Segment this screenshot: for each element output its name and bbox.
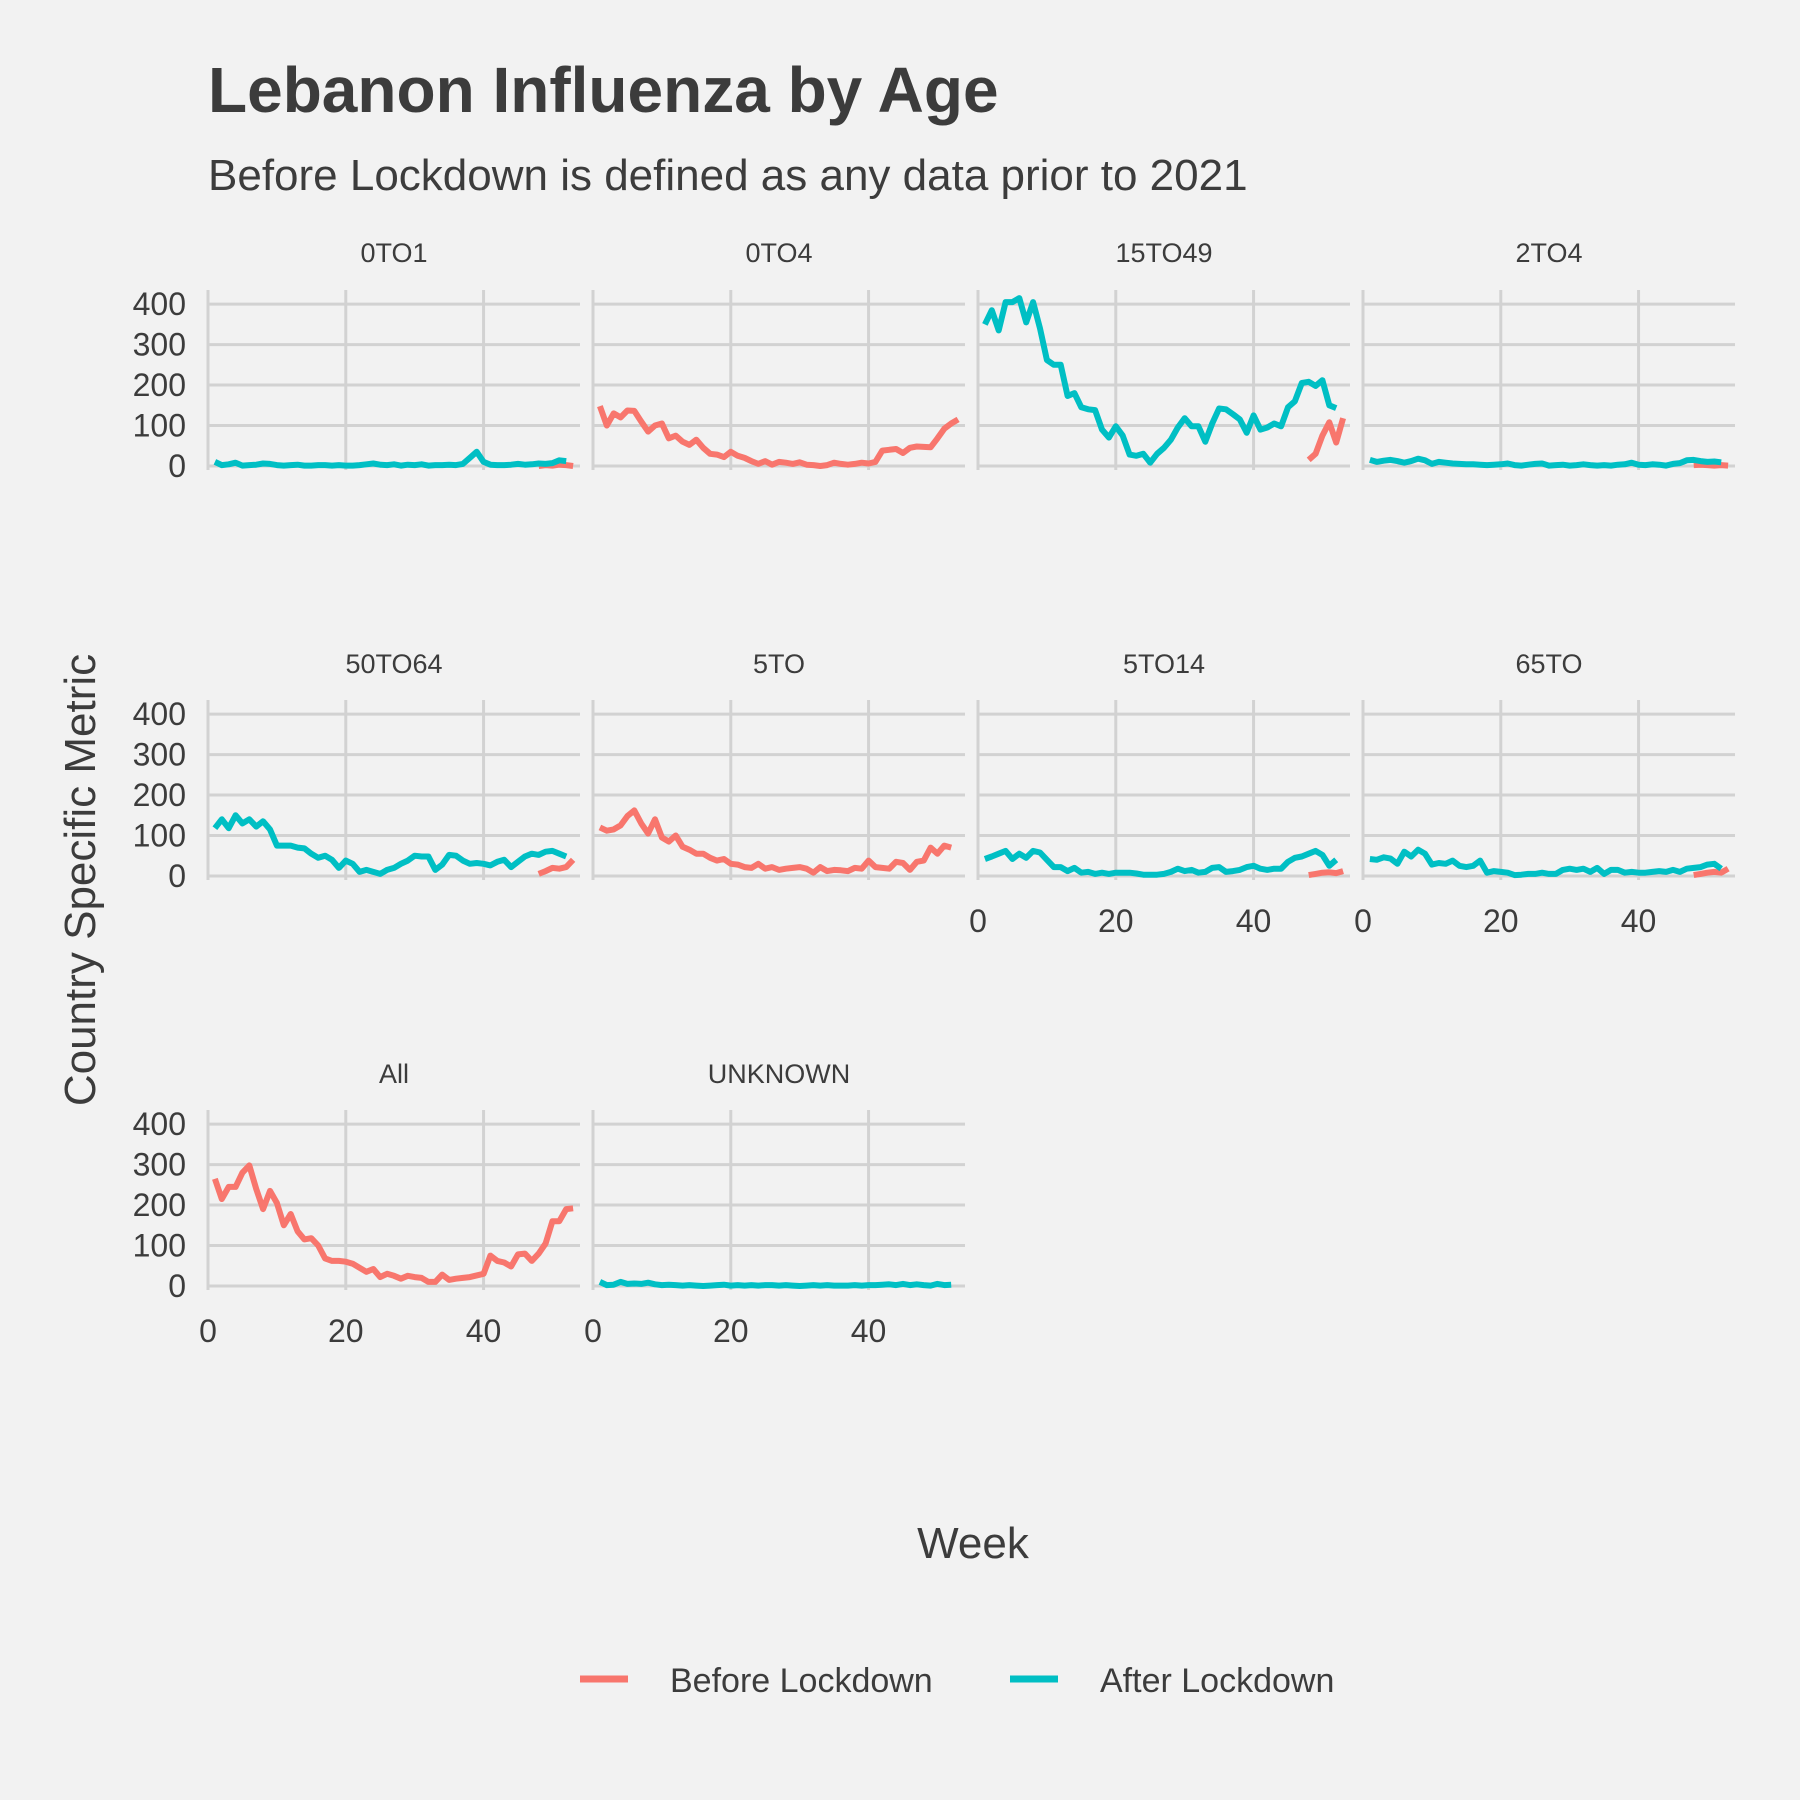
x-tick-label: 20 bbox=[1098, 903, 1134, 939]
x-tick-label: 40 bbox=[1621, 903, 1657, 939]
panel-15to49: 15TO49 bbox=[976, 238, 1350, 470]
before-lockdown-line bbox=[1693, 866, 1730, 879]
x-tick-label: 20 bbox=[713, 1313, 749, 1349]
before-lockdown-line bbox=[212, 1162, 574, 1285]
y-tick-label: 400 bbox=[133, 1106, 186, 1142]
y-tick-label: 200 bbox=[133, 367, 186, 403]
y-tick-label: 0 bbox=[168, 1268, 186, 1304]
y-tick-label: 100 bbox=[133, 818, 186, 854]
facet-label: 0TO1 bbox=[360, 238, 427, 268]
x-tick-label: 40 bbox=[466, 1313, 502, 1349]
panel-5to: 5TO bbox=[591, 649, 965, 880]
legend-label: After Lockdown bbox=[1100, 1662, 1334, 1700]
y-axis-title: Country Specific Metric bbox=[56, 654, 105, 1106]
after-lockdown-line bbox=[212, 812, 568, 877]
y-tick-label: 300 bbox=[133, 1147, 186, 1183]
facet-label: All bbox=[379, 1059, 409, 1089]
facet-label: 15TO49 bbox=[1115, 238, 1212, 268]
before-lockdown-line bbox=[598, 807, 953, 876]
y-tick-label: 300 bbox=[133, 737, 186, 773]
panel-all: All 0 100 200 300 400 0 20 40 bbox=[133, 1059, 580, 1349]
facet-label: 2TO4 bbox=[1515, 238, 1582, 268]
before-lockdown-line bbox=[1306, 417, 1346, 463]
before-lockdown-line bbox=[597, 405, 960, 469]
x-axis-title: Week bbox=[917, 1519, 1030, 1568]
x-tick-label: 40 bbox=[851, 1313, 887, 1349]
before-lockdown-line bbox=[1693, 461, 1729, 469]
y-tick-label: 400 bbox=[133, 286, 186, 322]
y-tick-label: 100 bbox=[133, 408, 186, 444]
after-lockdown-line bbox=[213, 448, 567, 469]
x-tick-label: 0 bbox=[1354, 903, 1372, 939]
panel-2to4: 2TO4 bbox=[1361, 238, 1735, 470]
before-lockdown-line bbox=[1308, 868, 1344, 879]
chart-subtitle: Before Lockdown is defined as any data p… bbox=[208, 151, 1248, 200]
panel-0to1: 0TO1 0 100 200 300 400 bbox=[133, 238, 580, 484]
y-tick-label: 200 bbox=[133, 777, 186, 813]
panel-0to4: 0TO4 bbox=[591, 238, 965, 470]
after-lockdown-line bbox=[982, 295, 1338, 466]
y-tick-label: 0 bbox=[168, 448, 186, 484]
after-lockdown-line bbox=[983, 847, 1339, 878]
x-tick-label: 20 bbox=[1483, 903, 1519, 939]
y-tick-label: 300 bbox=[133, 327, 186, 363]
panel-65to: 65TO 0 20 40 bbox=[1354, 649, 1735, 939]
facet-label: 5TO bbox=[753, 649, 805, 679]
legend-item-before-lockdown: Before Lockdown bbox=[580, 1662, 933, 1700]
after-lockdown-line bbox=[598, 1278, 952, 1289]
panel-50to64: 50TO64 0 100 200 300 400 bbox=[133, 649, 580, 894]
panel-unknown: UNKNOWN 0 20 40 bbox=[584, 1059, 965, 1349]
after-lockdown-line bbox=[1369, 846, 1723, 879]
x-tick-label: 0 bbox=[584, 1313, 602, 1349]
y-tick-label: 400 bbox=[133, 696, 186, 732]
facet-label: 0TO4 bbox=[745, 238, 812, 268]
panel-5to14: 5TO14 0 20 40 bbox=[969, 649, 1350, 939]
y-tick-label: 200 bbox=[133, 1187, 186, 1223]
facet-label: UNKNOWN bbox=[708, 1059, 851, 1089]
after-lockdown-line bbox=[1369, 455, 1722, 469]
x-tick-label: 40 bbox=[1236, 903, 1272, 939]
legend-item-after-lockdown: After Lockdown bbox=[1010, 1662, 1334, 1700]
legend: Before Lockdown After Lockdown bbox=[580, 1662, 1334, 1700]
y-tick-label: 0 bbox=[168, 858, 186, 894]
facet-label: 50TO64 bbox=[345, 649, 442, 679]
x-tick-label: 20 bbox=[328, 1313, 364, 1349]
facet-label: 65TO bbox=[1515, 649, 1582, 679]
y-tick-label: 100 bbox=[133, 1228, 186, 1264]
before-lockdown-line bbox=[537, 857, 576, 877]
x-tick-label: 0 bbox=[969, 903, 987, 939]
x-tick-label: 0 bbox=[199, 1313, 217, 1349]
chart-title: Lebanon Influenza by Age bbox=[208, 54, 999, 126]
legend-label: Before Lockdown bbox=[670, 1662, 933, 1700]
facet-label: 5TO14 bbox=[1123, 649, 1205, 679]
